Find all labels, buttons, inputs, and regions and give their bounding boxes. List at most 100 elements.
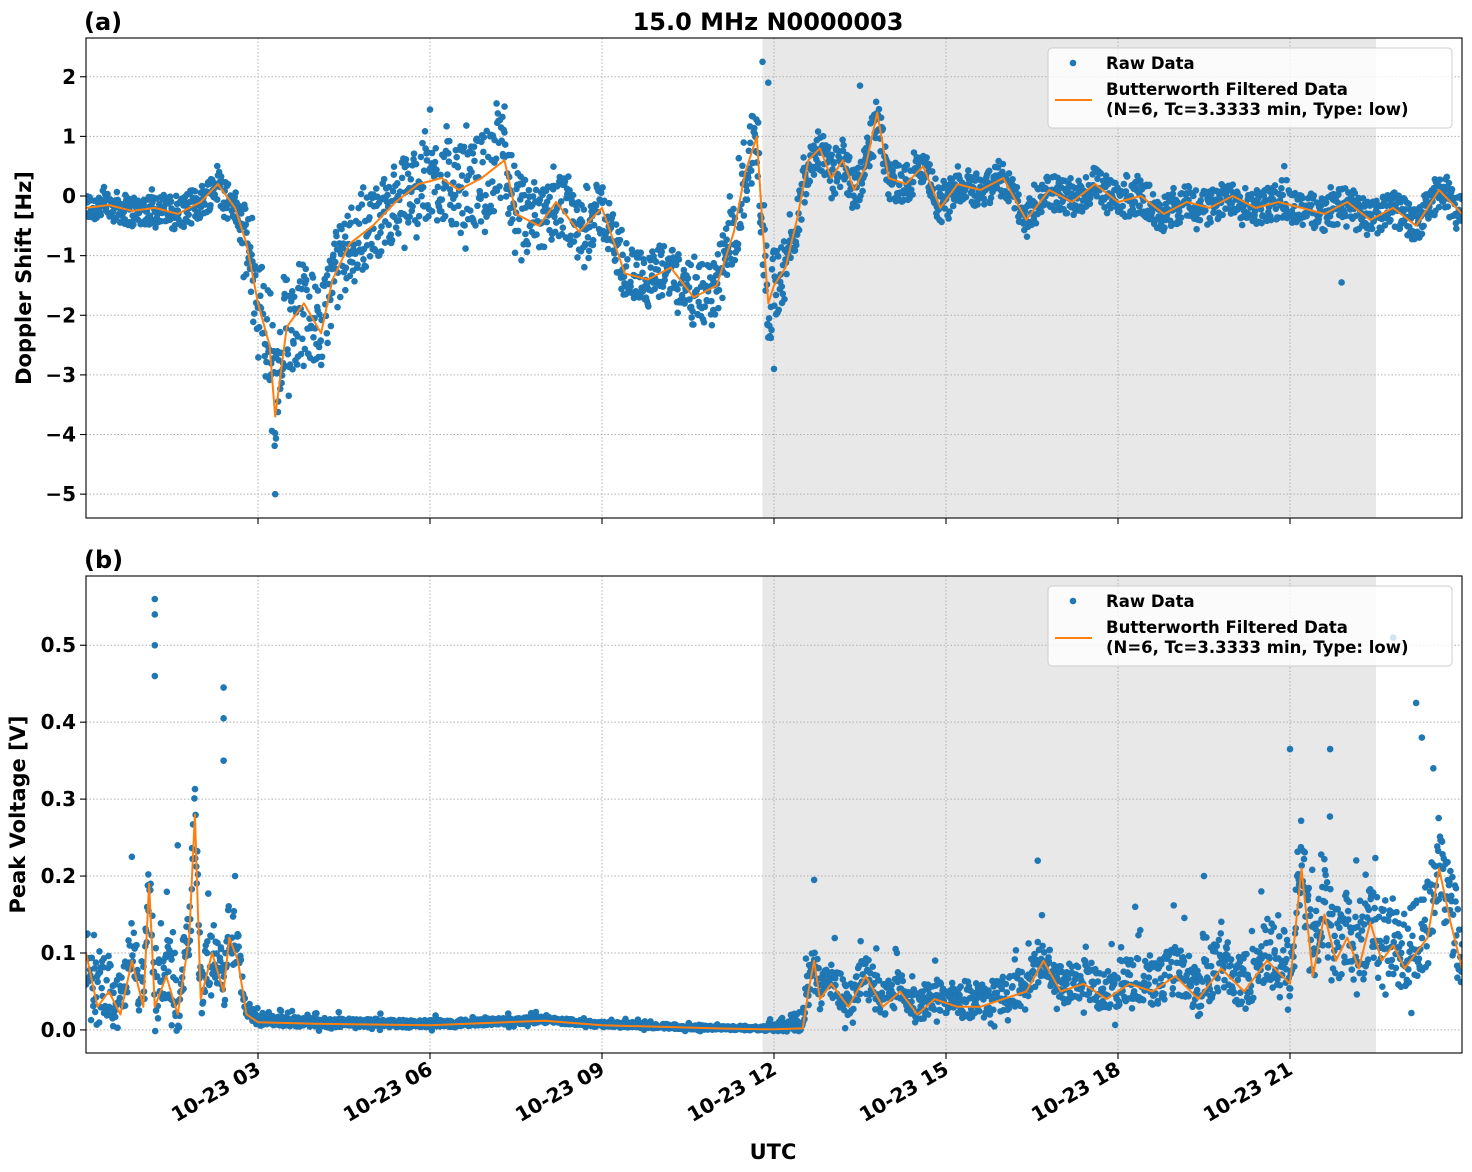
raw-data-point [645, 303, 652, 310]
raw-data-point [217, 173, 225, 180]
raw-data-point [800, 154, 807, 161]
raw-data-point [154, 1015, 162, 1022]
raw-data-point [249, 318, 257, 326]
raw-data-point [525, 186, 533, 194]
raw-data-point [1107, 204, 1115, 212]
raw-data-point [1363, 231, 1371, 239]
raw-data-point [248, 214, 256, 222]
raw-data-point [737, 224, 745, 231]
raw-data-point [546, 193, 553, 201]
raw-data-point [1063, 980, 1070, 988]
raw-data-point [1192, 187, 1200, 194]
raw-data-point [1063, 209, 1071, 217]
raw-data-point [94, 978, 101, 986]
raw-data-point [457, 229, 465, 237]
raw-data-point [1111, 980, 1118, 988]
raw-data-point [1097, 170, 1105, 177]
raw-data-point [1420, 222, 1427, 230]
raw-data-point [413, 234, 420, 241]
raw-data-point [1321, 227, 1328, 234]
raw-data-point [1064, 975, 1072, 982]
raw-data-point [1270, 923, 1278, 931]
raw-data-point [769, 255, 777, 263]
raw-data-point [247, 288, 255, 296]
raw-data-point [166, 946, 173, 954]
raw-data-point [557, 198, 565, 205]
raw-data-point [381, 239, 389, 246]
y-tick-label: −3 [45, 363, 76, 387]
raw-data-point [469, 150, 477, 157]
raw-data-point [559, 224, 567, 231]
raw-data-point [1343, 223, 1350, 230]
raw-data-point [91, 965, 98, 972]
raw-data-point [1193, 979, 1200, 986]
raw-data-point [235, 932, 242, 940]
raw-data-point [1038, 208, 1045, 216]
raw-data-point [1149, 191, 1157, 198]
raw-data-point [529, 193, 537, 200]
raw-data-point [269, 321, 276, 329]
raw-data-point [419, 139, 426, 147]
raw-data-point [271, 442, 278, 450]
raw-data-point [1111, 1021, 1119, 1029]
raw-data-point [1146, 952, 1154, 959]
raw-data-point [639, 269, 646, 277]
raw-data-point [1278, 177, 1286, 184]
raw-data-point [1264, 915, 1271, 923]
raw-data-point [890, 1004, 898, 1012]
raw-data-point [1120, 180, 1128, 188]
raw-data-point [238, 239, 246, 247]
raw-data-point [152, 224, 159, 231]
raw-data-point [739, 162, 746, 170]
raw-data-point [1199, 978, 1206, 985]
raw-data-point [605, 199, 613, 207]
raw-data-point [1129, 961, 1137, 969]
raw-data-point [390, 163, 398, 170]
raw-data-point [826, 177, 834, 185]
raw-data-point [1161, 971, 1169, 979]
raw-data-point [853, 973, 860, 980]
raw-data-point [985, 167, 993, 175]
raw-data-point [296, 278, 304, 285]
raw-data-point [255, 323, 263, 331]
raw-data-point [722, 225, 730, 232]
raw-data-point [743, 196, 751, 203]
raw-data-point [760, 201, 768, 209]
raw-data-point [402, 156, 410, 163]
raw-data-point [160, 964, 168, 972]
raw-data-point [589, 241, 597, 249]
raw-data-point [530, 178, 538, 186]
legend-box [1047, 47, 1453, 129]
raw-data-point [1012, 946, 1020, 954]
raw-data-point [235, 943, 242, 951]
raw-data-point [1123, 173, 1131, 180]
raw-data-point [130, 929, 138, 937]
y-axis-label: Doppler Shift [Hz] [12, 171, 36, 385]
raw-data-point [863, 134, 871, 141]
raw-data-point [125, 937, 132, 944]
raw-data-point [743, 182, 750, 190]
raw-data-point [1272, 205, 1280, 213]
raw-data-point [748, 180, 755, 187]
raw-data-point [135, 1007, 143, 1014]
raw-data-point [1279, 191, 1287, 199]
raw-data-point [438, 208, 445, 215]
raw-data-point [654, 266, 662, 274]
raw-data-point [1032, 219, 1040, 227]
raw-data-point [445, 150, 452, 157]
raw-data-point [612, 221, 620, 228]
raw-data-point [474, 202, 481, 210]
raw-data-point [1168, 958, 1175, 966]
raw-data-point [818, 1000, 825, 1007]
raw-data-point [815, 964, 822, 972]
raw-data-point [468, 168, 475, 176]
raw-data-point [130, 221, 137, 228]
raw-data-point [460, 143, 468, 151]
raw-data-point [91, 1008, 99, 1016]
raw-data-point [1193, 986, 1201, 994]
raw-data-point [338, 225, 345, 233]
raw-data-point [315, 343, 323, 351]
raw-data-point [734, 240, 742, 248]
raw-data-point [865, 956, 872, 964]
raw-data-point [987, 194, 995, 202]
